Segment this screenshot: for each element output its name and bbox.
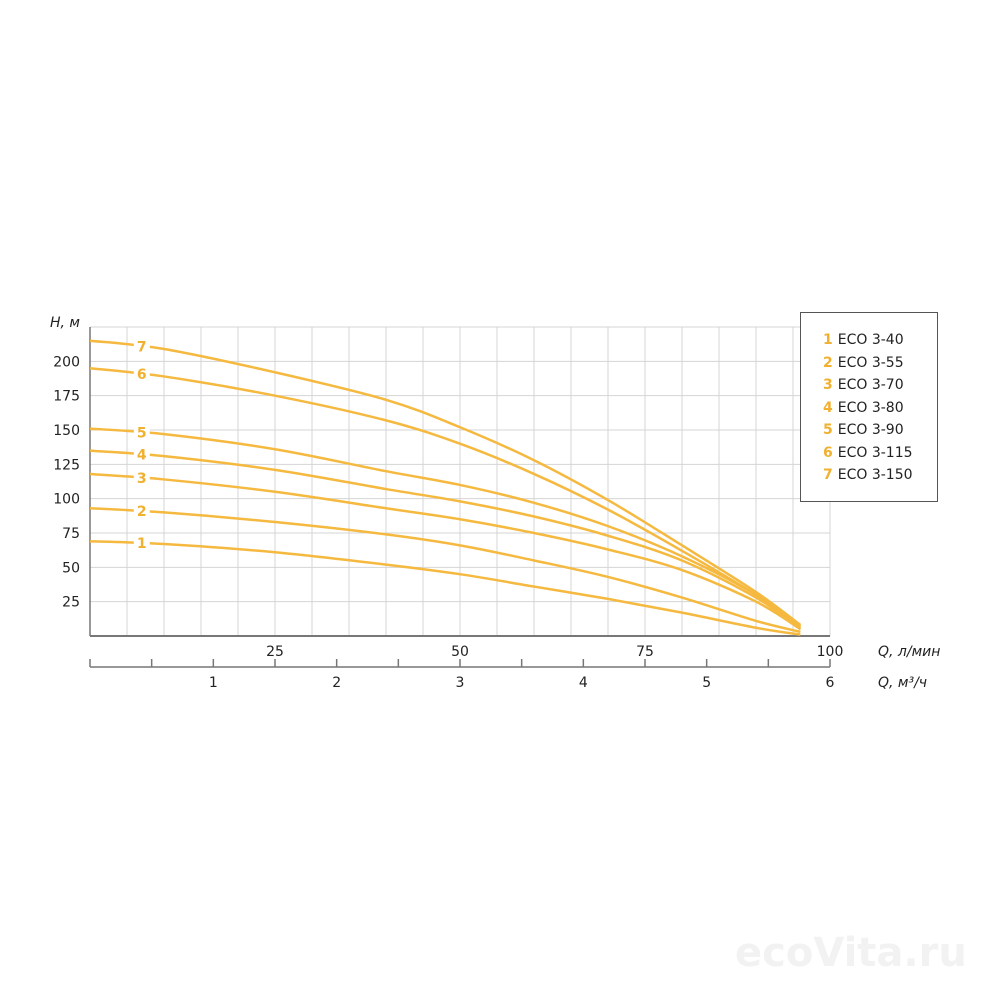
x2-tick-label: 1 bbox=[209, 675, 218, 691]
curve-label-bg bbox=[133, 337, 150, 356]
x2-tick-label: 5 bbox=[702, 675, 711, 691]
series-line-2 bbox=[89, 507, 801, 634]
x2-tick-label: 4 bbox=[579, 675, 588, 691]
y-tick-label: 150 bbox=[53, 423, 80, 439]
curve-label: 2 bbox=[137, 504, 147, 520]
legend-label: ECO 3-150 bbox=[837, 467, 913, 483]
legend-item: 5 ECO 3-90 bbox=[823, 419, 937, 442]
series-line-4 bbox=[89, 449, 802, 631]
legend: 1 ECO 3-40 2 ECO 3-55 3 ECO 3-70 4 ECO 3-80 … bbox=[800, 312, 938, 502]
curve-label-bg bbox=[133, 364, 150, 383]
curve-label-bg bbox=[133, 468, 150, 487]
legend-number: 6 bbox=[823, 444, 833, 461]
x2-axis-label: Q, м³/ч bbox=[878, 675, 927, 691]
x-axis-label: Q, л/мин bbox=[878, 644, 940, 660]
curve-label-bg bbox=[133, 534, 150, 553]
curve-label-bg bbox=[133, 423, 150, 442]
x-tick-label: 100 bbox=[817, 644, 844, 660]
x-tick-label: 25 bbox=[266, 644, 284, 660]
curve-label: 4 bbox=[137, 447, 147, 463]
x-tick-label: 75 bbox=[636, 644, 654, 660]
y-tick-label: 100 bbox=[53, 492, 80, 508]
curve-label: 6 bbox=[137, 367, 147, 383]
curve-label: 3 bbox=[137, 471, 147, 487]
x2-tick-label: 3 bbox=[456, 675, 465, 691]
legend-number: 2 bbox=[823, 354, 833, 371]
series-line-3 bbox=[89, 472, 802, 631]
curve-label: 1 bbox=[137, 536, 147, 552]
legend-item: 6 ECO 3-115 bbox=[823, 442, 937, 465]
legend-item: 4 ECO 3-80 bbox=[823, 397, 937, 420]
legend-number: 4 bbox=[823, 399, 833, 416]
legend-label: ECO 3-70 bbox=[837, 377, 904, 393]
x2-tick-label: 2 bbox=[332, 675, 341, 691]
x2-tick-label: 6 bbox=[826, 675, 835, 691]
legend-item: 2 ECO 3-55 bbox=[823, 352, 937, 375]
curve-label-bg bbox=[133, 445, 150, 464]
curve-label: 7 bbox=[137, 340, 147, 356]
watermark: ecoVita.ru bbox=[735, 930, 967, 976]
y-tick-label: 175 bbox=[53, 389, 80, 405]
legend-label: ECO 3-55 bbox=[837, 354, 904, 371]
legend-label: ECO 3-90 bbox=[837, 422, 904, 438]
y-tick-label: 25 bbox=[62, 595, 80, 611]
legend-label: ECO 3-40 bbox=[837, 332, 904, 348]
y-tick-label: 200 bbox=[53, 354, 80, 370]
series-line-1 bbox=[89, 539, 801, 636]
series-line-6 bbox=[89, 366, 802, 628]
curve-label: 5 bbox=[137, 425, 147, 441]
legend-number: 7 bbox=[823, 467, 833, 483]
y-tick-label: 125 bbox=[53, 457, 80, 473]
y-tick-label: 75 bbox=[62, 526, 80, 542]
legend-label: ECO 3-115 bbox=[837, 444, 913, 461]
legend-number: 5 bbox=[823, 422, 833, 438]
legend-label: ECO 3-80 bbox=[837, 399, 904, 416]
curve-label-bg bbox=[133, 502, 150, 521]
legend-item: 1 ECO 3-40 bbox=[823, 329, 937, 352]
legend-item: 7 ECO 3-150 bbox=[823, 464, 937, 487]
series-line-5 bbox=[89, 427, 802, 629]
legend-number: 3 bbox=[823, 377, 833, 393]
x-tick-label: 50 bbox=[451, 644, 469, 660]
legend-number: 1 bbox=[823, 332, 833, 348]
y-axis-label: H, м bbox=[50, 315, 80, 331]
series-line-7 bbox=[89, 339, 802, 627]
y-tick-label: 50 bbox=[62, 560, 80, 576]
legend-item: 3 ECO 3-70 bbox=[823, 374, 937, 397]
